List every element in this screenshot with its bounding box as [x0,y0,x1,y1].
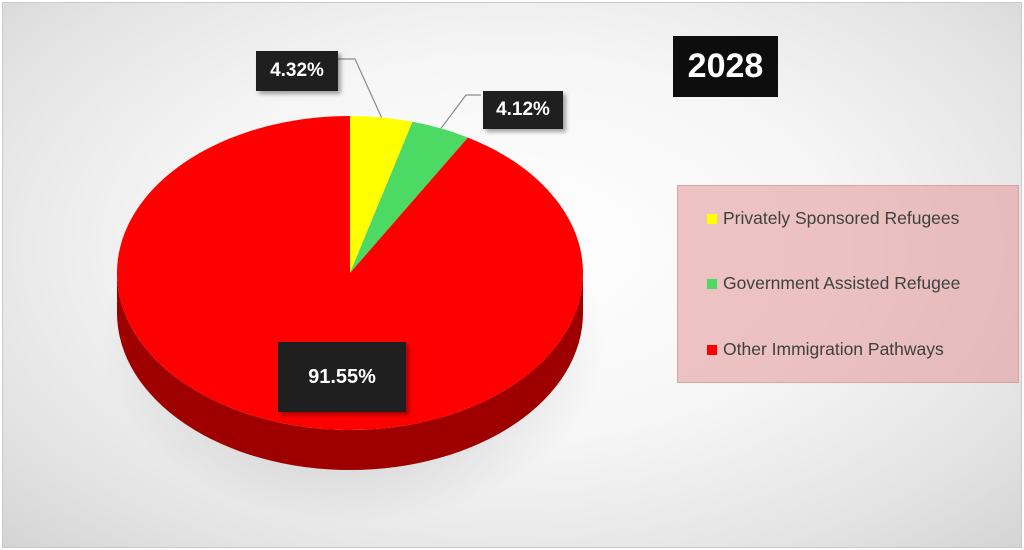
pie-slice-1 [350,121,468,274]
legend-swatch-green [707,278,717,289]
chart-title: 2028 [673,36,778,97]
leader-lines [336,58,481,129]
legend-item-government-assisted: Government Assisted Refugee [707,273,960,294]
pie-side [117,273,583,470]
legend-label: Privately Sponsored Refugees [723,208,960,228]
pie-slice-0 [350,116,413,273]
data-label-other-immigration: 91.55% [278,342,406,412]
legend-swatch-yellow [707,213,717,224]
legend-item-privately-sponsored: Privately Sponsored Refugees [707,208,959,229]
leader-line-0 [336,58,383,118]
pie-top [116,116,583,430]
pie-slice-2 [116,116,583,430]
legend: Privately Sponsored Refugees Government … [677,185,1019,383]
data-label-government-assisted: 4.12% [483,91,563,129]
pie-side-2 [117,273,583,470]
legend-label: Other Immigration Pathways [723,339,944,359]
legend-item-other-immigration: Other Immigration Pathways [707,339,944,360]
legend-label: Government Assisted Refugee [723,273,961,293]
data-label-privately-sponsored: 4.32% [256,51,338,91]
legend-swatch-red [707,344,717,355]
leader-line-1 [440,94,481,129]
